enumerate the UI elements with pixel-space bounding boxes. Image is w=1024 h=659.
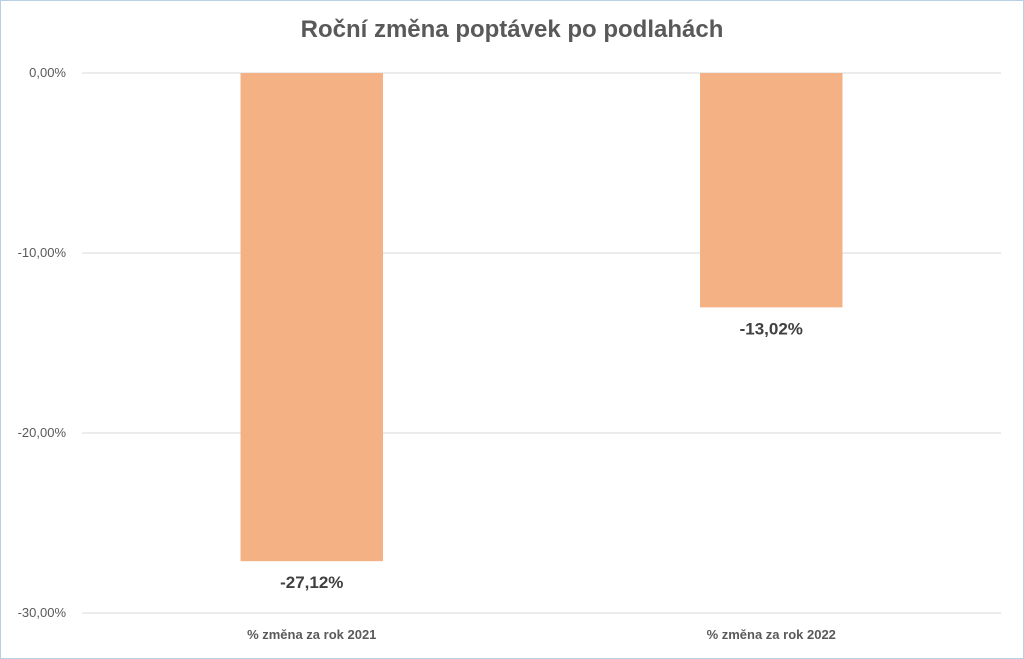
bar-value-label: -27,12%: [280, 573, 343, 592]
x-category-label: % změna za rok 2022: [707, 627, 836, 642]
y-tick-label: 0,00%: [29, 65, 66, 80]
bar-value-label: -13,02%: [740, 319, 803, 338]
y-axis-ticks: 0,00% -10,00% -20,00% -30,00%: [18, 65, 67, 620]
bar: [240, 73, 383, 562]
gridlines: [82, 72, 1001, 614]
x-category-label: % změna za rok 2021: [247, 627, 376, 642]
chart-title: Roční změna poptávek po podlahách: [300, 16, 724, 43]
y-tick-label: -30,00%: [18, 605, 67, 620]
y-tick-label: -20,00%: [18, 425, 67, 440]
bars: [240, 73, 843, 562]
y-tick-label: -10,00%: [18, 245, 67, 260]
x-axis-labels: % změna za rok 2021 % změna za rok 2022: [247, 627, 836, 642]
data-labels: -27,12% -13,02%: [280, 319, 803, 592]
bar: [700, 73, 843, 308]
